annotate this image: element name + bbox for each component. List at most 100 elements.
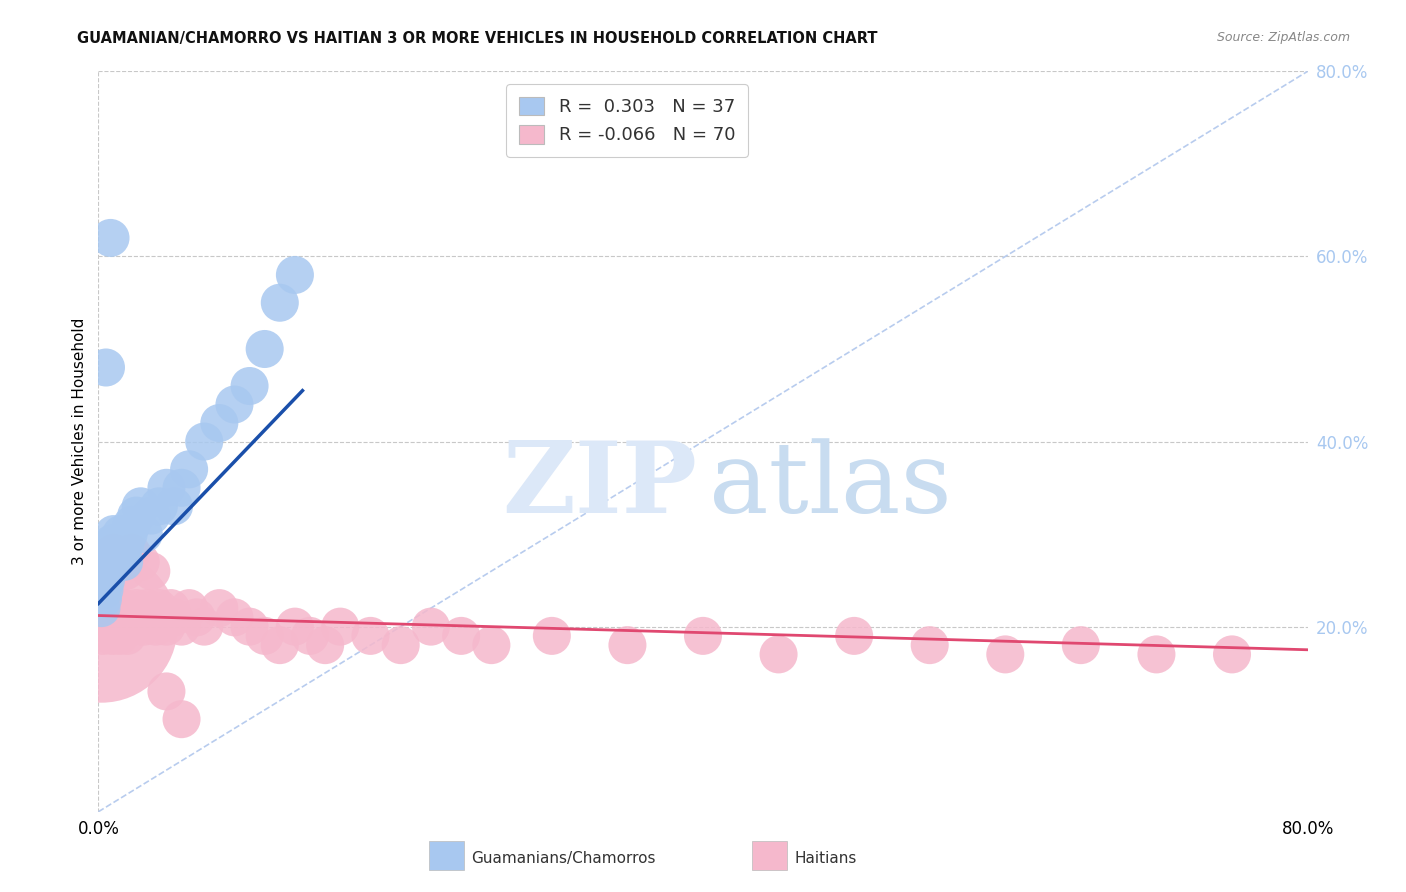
- Point: [160, 601, 183, 615]
- Point: [420, 619, 443, 633]
- Point: [481, 638, 503, 652]
- Point: [104, 536, 127, 550]
- Point: [118, 527, 141, 541]
- Point: [96, 601, 118, 615]
- Point: [155, 481, 177, 495]
- Legend: R =  0.303   N = 37, R = -0.066   N = 70: R = 0.303 N = 37, R = -0.066 N = 70: [506, 84, 748, 157]
- Point: [179, 462, 201, 476]
- Point: [90, 619, 112, 633]
- Point: [100, 610, 122, 624]
- Point: [100, 231, 122, 245]
- Text: Haitians: Haitians: [794, 852, 856, 866]
- Point: [101, 536, 124, 550]
- Point: [103, 527, 125, 541]
- Point: [329, 619, 352, 633]
- Point: [269, 295, 291, 310]
- Point: [103, 545, 125, 560]
- Point: [118, 610, 141, 624]
- Text: Source: ZipAtlas.com: Source: ZipAtlas.com: [1216, 31, 1350, 45]
- Point: [1070, 638, 1092, 652]
- Point: [103, 619, 125, 633]
- Point: [91, 629, 114, 643]
- Point: [110, 527, 132, 541]
- Point: [125, 601, 148, 615]
- Point: [105, 545, 128, 560]
- Point: [98, 619, 121, 633]
- Point: [918, 638, 941, 652]
- Point: [994, 648, 1017, 662]
- Point: [170, 481, 193, 495]
- Text: atlas: atlas: [709, 438, 952, 533]
- Point: [163, 500, 186, 514]
- Text: GUAMANIAN/CHAMORRO VS HAITIAN 3 OR MORE VEHICLES IN HOUSEHOLD CORRELATION CHART: GUAMANIAN/CHAMORRO VS HAITIAN 3 OR MORE …: [77, 31, 877, 46]
- Point: [121, 545, 143, 560]
- Point: [135, 601, 157, 615]
- Point: [314, 638, 336, 652]
- Text: ZIP: ZIP: [502, 437, 697, 534]
- Point: [125, 508, 148, 523]
- Point: [94, 360, 117, 375]
- Point: [360, 629, 382, 643]
- Point: [90, 601, 112, 615]
- Point: [132, 619, 155, 633]
- Point: [107, 545, 129, 560]
- Point: [129, 610, 152, 624]
- Point: [110, 610, 132, 624]
- Point: [269, 638, 291, 652]
- Point: [186, 610, 208, 624]
- Point: [692, 629, 714, 643]
- Point: [208, 601, 231, 615]
- Point: [1220, 648, 1243, 662]
- Point: [150, 610, 173, 624]
- Point: [100, 545, 122, 560]
- Point: [170, 712, 193, 726]
- Point: [93, 610, 115, 624]
- Point: [98, 555, 121, 569]
- Point: [148, 601, 170, 615]
- Point: [93, 582, 115, 597]
- Point: [96, 564, 118, 578]
- Point: [193, 619, 215, 633]
- Point: [114, 564, 136, 578]
- Point: [114, 536, 136, 550]
- Point: [101, 629, 124, 643]
- Point: [148, 500, 170, 514]
- Point: [94, 564, 117, 578]
- Point: [224, 610, 246, 624]
- Point: [284, 268, 307, 282]
- Point: [768, 648, 790, 662]
- Point: [112, 555, 135, 569]
- Point: [132, 527, 155, 541]
- Point: [111, 619, 134, 633]
- Point: [141, 564, 163, 578]
- Point: [107, 555, 129, 569]
- Point: [844, 629, 866, 643]
- Point: [111, 545, 134, 560]
- Point: [121, 517, 143, 532]
- Point: [141, 508, 163, 523]
- Point: [239, 619, 262, 633]
- Point: [105, 601, 128, 615]
- Point: [107, 619, 129, 633]
- Point: [104, 610, 127, 624]
- Point: [179, 601, 201, 615]
- Point: [208, 416, 231, 430]
- Point: [170, 619, 193, 633]
- Point: [129, 500, 152, 514]
- Point: [163, 610, 186, 624]
- Point: [94, 619, 117, 633]
- Y-axis label: 3 or more Vehicles in Household: 3 or more Vehicles in Household: [72, 318, 87, 566]
- Point: [141, 610, 163, 624]
- Point: [91, 591, 114, 606]
- Point: [253, 629, 276, 643]
- Point: [299, 629, 322, 643]
- Point: [155, 684, 177, 698]
- Point: [108, 536, 131, 550]
- Point: [450, 629, 472, 643]
- Point: [616, 638, 638, 652]
- Point: [115, 629, 138, 643]
- Point: [91, 574, 114, 588]
- Point: [193, 434, 215, 449]
- Point: [114, 619, 136, 633]
- Point: [121, 619, 143, 633]
